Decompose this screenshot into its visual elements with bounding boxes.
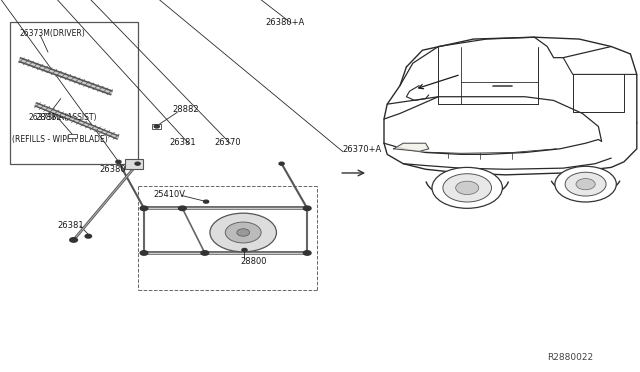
Circle shape	[225, 222, 261, 243]
Circle shape	[135, 162, 140, 165]
Circle shape	[140, 251, 148, 255]
Text: 26373MA(ASSIST): 26373MA(ASSIST)	[29, 113, 97, 122]
Circle shape	[456, 181, 479, 195]
Circle shape	[279, 162, 284, 165]
Text: 26373M(DRIVER): 26373M(DRIVER)	[19, 29, 85, 38]
Circle shape	[116, 160, 121, 163]
Circle shape	[555, 166, 616, 202]
Circle shape	[432, 167, 502, 208]
Circle shape	[70, 238, 77, 242]
Text: 26380: 26380	[99, 165, 126, 174]
FancyBboxPatch shape	[125, 159, 143, 169]
Text: 26380+A: 26380+A	[266, 18, 305, 27]
Text: 28882: 28882	[173, 105, 200, 114]
Polygon shape	[394, 143, 429, 151]
Circle shape	[576, 179, 595, 190]
Circle shape	[179, 206, 186, 211]
Circle shape	[303, 251, 311, 255]
Circle shape	[140, 206, 148, 211]
Text: R2880022: R2880022	[547, 353, 593, 362]
Text: 26370+A: 26370+A	[342, 145, 381, 154]
Bar	[10, 22, 138, 164]
Text: 26370: 26370	[214, 138, 241, 147]
Text: 26381: 26381	[170, 138, 196, 147]
Circle shape	[210, 213, 276, 252]
FancyBboxPatch shape	[152, 124, 161, 129]
Circle shape	[154, 125, 159, 128]
Text: 28882: 28882	[35, 113, 62, 122]
Circle shape	[201, 251, 209, 255]
Circle shape	[443, 174, 492, 202]
Circle shape	[85, 234, 92, 238]
Circle shape	[242, 248, 247, 251]
Circle shape	[303, 206, 311, 211]
Text: 26381: 26381	[58, 221, 84, 230]
Circle shape	[237, 229, 250, 236]
Circle shape	[565, 172, 606, 196]
FancyBboxPatch shape	[68, 134, 77, 138]
Text: (REFILLS - WIPER BLADE): (REFILLS - WIPER BLADE)	[12, 135, 108, 144]
Text: 25410V: 25410V	[154, 190, 186, 199]
Circle shape	[204, 200, 209, 203]
Text: 28800: 28800	[240, 257, 266, 266]
